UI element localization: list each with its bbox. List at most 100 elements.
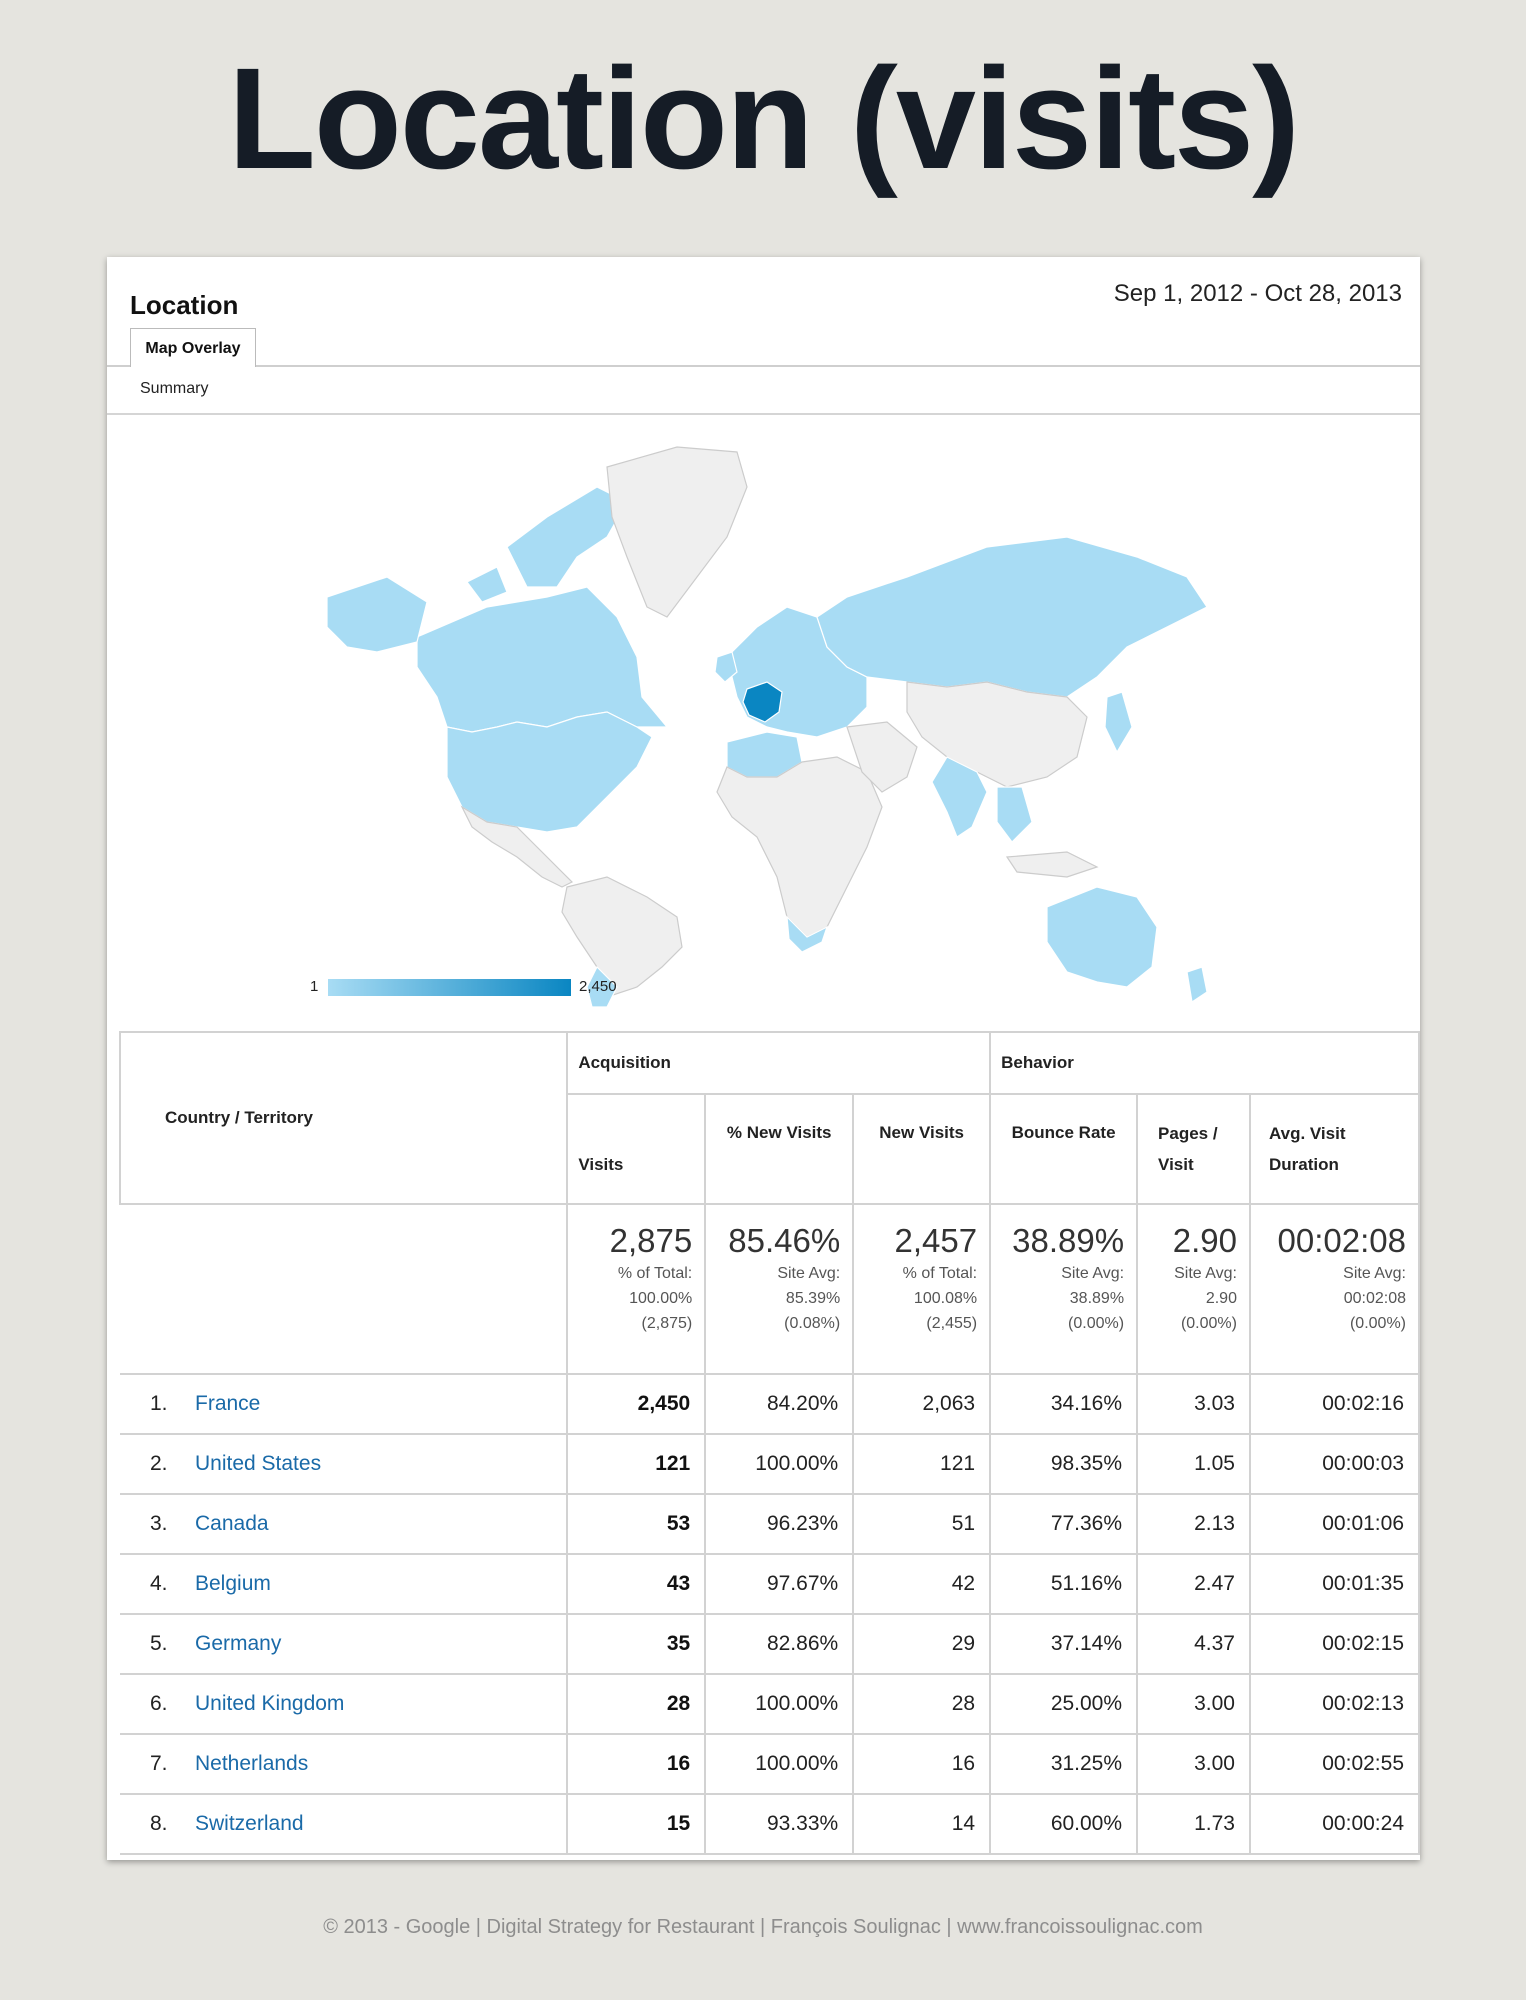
country-link[interactable]: Canada <box>195 1512 269 1535</box>
location-report-panel: Location Sep 1, 2012 - Oct 28, 2013 Map … <box>107 257 1421 1860</box>
map-country-mexico[interactable] <box>460 805 574 888</box>
map-region-africa[interactable] <box>716 756 883 938</box>
cell-avg-visit-duration: 00:01:35 <box>1249 1554 1421 1615</box>
cell-new-visits-pct: 100.00% <box>705 1434 855 1495</box>
column-header-pages-per-visit[interactable]: Pages / Visit <box>1137 1094 1251 1205</box>
group-header-behavior: Behavior <box>990 1031 1420 1095</box>
table-row: 7. Netherlands 16 100.00% 16 31.25% 3.00 00:02:… <box>120 1734 1421 1795</box>
table-row: 5. Germany 35 82.86% 29 37.14% 4.37 00:02:15 <box>120 1614 1421 1675</box>
cell-avg-visit-duration: 00:02:55 <box>1249 1734 1421 1795</box>
cell-country: 2. United States <box>120 1434 569 1495</box>
map-country-japan[interactable] <box>1104 691 1133 754</box>
cell-avg-visit-duration: 00:00:24 <box>1249 1794 1421 1855</box>
column-header-country[interactable]: Country / Territory <box>118 1031 569 1205</box>
country-link[interactable]: United States <box>195 1452 322 1475</box>
table-row: 8. Switzerland 15 93.33% 14 60.00% 1.73 00:00:2… <box>120 1794 1421 1855</box>
table-row: 3. Canada 53 96.23% 51 77.36% 2.13 00:01:06 <box>120 1494 1421 1555</box>
map-country-argentina[interactable] <box>586 965 618 1007</box>
map-legend-min: 1 <box>310 978 319 995</box>
cell-avg-visit-duration: 00:02:13 <box>1249 1674 1421 1735</box>
cell-country: 3. Canada <box>120 1494 569 1555</box>
cell-pages-per-visit: 1.05 <box>1137 1434 1251 1495</box>
cell-country: 8. Switzerland <box>120 1794 569 1855</box>
totals-bounce-rate: 38.89% Site Avg: 38.89% (0.00%) <box>990 1204 1139 1375</box>
cell-new-visits: 14 <box>853 1794 992 1855</box>
map-country-france[interactable] <box>742 681 783 723</box>
cell-country: 7. Netherlands <box>120 1734 569 1795</box>
world-map[interactable] <box>307 427 1247 1007</box>
cell-country: 1. France <box>120 1374 569 1435</box>
country-link[interactable]: Germany <box>195 1632 282 1655</box>
column-header-bounce-rate[interactable]: Bounce Rate <box>990 1094 1139 1205</box>
cell-new-visits-pct: 96.23% <box>705 1494 855 1555</box>
cell-avg-visit-duration: 00:01:06 <box>1249 1494 1421 1555</box>
map-country-india[interactable] <box>931 756 988 838</box>
cell-visits: 28 <box>567 1674 707 1735</box>
cell-new-visits-pct: 100.00% <box>705 1734 855 1795</box>
cell-new-visits-pct: 100.00% <box>705 1674 855 1735</box>
row-index: 5. <box>150 1632 168 1655</box>
column-header-visits[interactable]: Visits <box>567 1094 707 1205</box>
table-column-header-row: Visits % New Visits New Visits Bounce Ra… <box>120 1094 1421 1205</box>
row-index: 3. <box>150 1512 168 1535</box>
map-country-new-zealand[interactable] <box>1186 966 1208 1004</box>
map-region-middle-east[interactable] <box>846 721 918 793</box>
date-range-selector[interactable]: Sep 1, 2012 - Oct 28, 2013 <box>1113 280 1402 307</box>
column-header-avg-visit-duration[interactable]: Avg. Visit Duration <box>1249 1094 1421 1205</box>
row-index: 6. <box>150 1692 168 1715</box>
tab-strip-divider <box>107 365 1420 367</box>
totals-visits: 2,875 % of Total: 100.00% (2,875) <box>567 1204 707 1375</box>
column-header-new-visits[interactable]: New Visits <box>853 1094 992 1205</box>
country-link[interactable]: Switzerland <box>195 1812 304 1835</box>
map-country-brazil[interactable] <box>561 876 683 998</box>
summary-link[interactable]: Summary <box>140 380 209 397</box>
column-header-new-visits-pct[interactable]: % New Visits <box>705 1094 855 1205</box>
cell-visits: 16 <box>567 1734 707 1795</box>
cell-bounce-rate: 60.00% <box>990 1794 1139 1855</box>
cell-new-visits: 121 <box>853 1434 992 1495</box>
country-link[interactable]: United Kingdom <box>195 1692 345 1715</box>
group-header-acquisition: Acquisition <box>567 1031 992 1095</box>
map-country-alaska[interactable] <box>326 576 428 653</box>
map-country-australia[interactable] <box>1046 886 1158 988</box>
table-totals-row: 2,875 % of Total: 100.00% (2,875) 85.46%… <box>120 1204 1421 1375</box>
report-table: Country / Territory Acquisition Behavior… <box>118 1031 1421 1855</box>
country-link[interactable]: Netherlands <box>195 1752 309 1775</box>
cell-pages-per-visit: 2.47 <box>1137 1554 1251 1615</box>
country-link[interactable]: France <box>195 1392 261 1415</box>
map-country-united-kingdom[interactable] <box>714 651 738 683</box>
cell-new-visits-pct: 97.67% <box>705 1554 855 1615</box>
country-link[interactable]: Belgium <box>195 1572 271 1595</box>
map-region-indonesia[interactable] <box>1005 851 1099 878</box>
cell-pages-per-visit: 4.37 <box>1137 1614 1251 1675</box>
map-country-south-africa[interactable] <box>786 915 829 953</box>
cell-visits: 35 <box>567 1614 707 1675</box>
table-row: 6. United Kingdom 28 100.00% 28 25.00% 3.00 00:… <box>120 1674 1421 1735</box>
cell-visits: 121 <box>567 1434 707 1495</box>
totals-blank-cell <box>120 1204 569 1375</box>
tab-map-overlay[interactable]: Map Overlay <box>130 328 256 367</box>
cell-new-visits: 2,063 <box>853 1374 992 1435</box>
cell-visits: 2,450 <box>567 1374 707 1435</box>
cell-country: 5. Germany <box>120 1614 569 1675</box>
map-region-southeast-asia[interactable] <box>996 786 1033 843</box>
row-index: 7. <box>150 1752 168 1775</box>
table-row: 4. Belgium 43 97.67% 42 51.16% 2.47 00:01:35 <box>120 1554 1421 1615</box>
totals-new-visits-pct: 85.46% Site Avg: 85.39% (0.08%) <box>705 1204 855 1375</box>
map-country-china[interactable] <box>906 681 1088 788</box>
cell-new-visits: 51 <box>853 1494 992 1555</box>
cell-bounce-rate: 37.14% <box>990 1614 1139 1675</box>
cell-bounce-rate: 77.36% <box>990 1494 1139 1555</box>
row-index: 1. <box>150 1392 168 1415</box>
cell-pages-per-visit: 3.03 <box>1137 1374 1251 1435</box>
map-country-canada[interactable] <box>416 586 669 733</box>
table-group-header-row: Country / Territory Acquisition Behavior <box>118 1031 1420 1205</box>
map-country-greenland[interactable] <box>606 446 748 618</box>
cell-pages-per-visit: 2.13 <box>1137 1494 1251 1555</box>
map-country-russia[interactable] <box>816 536 1208 698</box>
cell-new-visits: 28 <box>853 1674 992 1735</box>
slide-title: Location (visits) <box>227 38 1300 199</box>
cell-bounce-rate: 31.25% <box>990 1734 1139 1795</box>
cell-new-visits-pct: 93.33% <box>705 1794 855 1855</box>
totals-pages-per-visit: 2.90 Site Avg: 2.90 (0.00%) <box>1137 1204 1251 1375</box>
